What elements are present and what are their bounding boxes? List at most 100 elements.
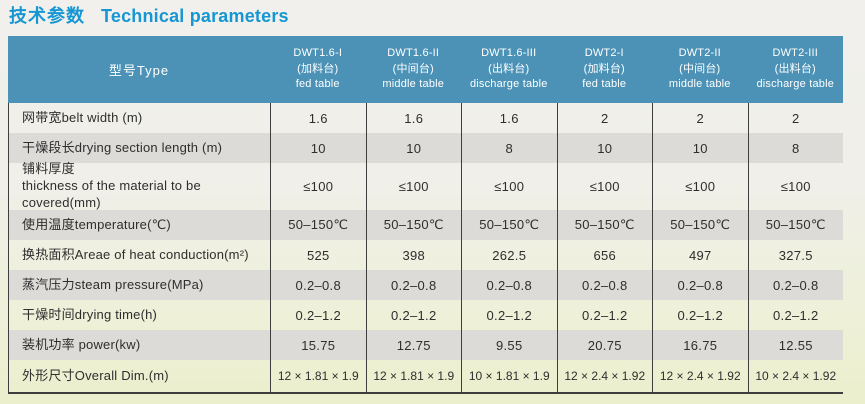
row-label: 干燥段长drying section length (m) <box>8 133 270 163</box>
column-header-dwt1-6-1: DWT1.6-I (加料台) fed table <box>270 36 366 103</box>
cell-value: 12 × 1.81 × 1.9 <box>270 360 366 392</box>
cell-value: 16.75 <box>652 330 748 360</box>
row-label: 换热面积Areae of heat conduction(m²) <box>8 240 270 270</box>
column-station-zh: (加料台) <box>583 62 625 75</box>
row-label: 干燥时间drying time(h) <box>8 300 270 330</box>
cell-value: 50–150℃ <box>747 210 844 240</box>
row-label: 铺料厚度 thickness of the material to be cov… <box>8 161 270 210</box>
column-station-zh: (中间台) <box>392 62 434 75</box>
cell-value: 1.6 <box>270 103 366 133</box>
cell-value: 15.75 <box>270 330 366 360</box>
cell-value: 10 × 2.4 × 1.92 <box>747 360 844 392</box>
cell-value: 12.55 <box>747 330 844 360</box>
table-row-drying-section-length: 干燥段长drying section length (m) 10 10 8 10… <box>8 133 843 163</box>
column-station-en: discharge table <box>469 78 548 91</box>
cell-value: 0.2–0.8 <box>747 270 844 300</box>
cell-value: 10 <box>270 133 366 163</box>
table-row-overall-dimensions: 外形尺寸Overall Dim.(m) 12 × 1.81 × 1.9 12 ×… <box>8 360 843 392</box>
cell-value: 0.2–1.2 <box>652 300 748 330</box>
page-title: 技术参数 Technical parameters <box>9 2 289 28</box>
table-body: 网带宽belt width (m) 1.6 1.6 1.6 2 2 2 干燥段长… <box>8 103 843 394</box>
cell-value: 497 <box>652 240 748 270</box>
column-model: DWT1.6-II <box>387 46 440 59</box>
table-row-heat-conduction-area: 换热面积Areae of heat conduction(m²) 525 398… <box>8 240 843 270</box>
cell-value: 10 <box>556 133 653 163</box>
cell-value: 0.2–0.8 <box>461 270 557 300</box>
column-model: DWT2-III <box>772 46 819 59</box>
column-model: DWT1.6-I <box>293 46 343 59</box>
cell-value: 12.75 <box>365 330 462 360</box>
cell-value: 12 × 1.81 × 1.9 <box>365 360 462 392</box>
table-row-drying-time: 干燥时间drying time(h) 0.2–1.2 0.2–1.2 0.2–1… <box>8 300 843 330</box>
page-title-zh: 技术参数 <box>9 6 85 26</box>
cell-value: 0.2–0.8 <box>652 270 748 300</box>
cell-value: 2 <box>556 103 653 133</box>
column-header-dwt1-6-3: DWT1.6-III (出料台) discharge table <box>461 36 557 103</box>
column-station-zh: (出料台) <box>488 62 530 75</box>
column-station-zh: (中间台) <box>679 62 721 75</box>
cell-value: 50–150℃ <box>461 210 557 240</box>
column-station-zh: (加料台) <box>297 62 339 75</box>
cell-value: 262.5 <box>461 240 557 270</box>
page-title-en: Technical parameters <box>101 6 289 26</box>
table-corner-label: 型号Type <box>108 63 170 78</box>
cell-value: ≤100 <box>270 163 366 210</box>
cell-value: 10 × 1.81 × 1.9 <box>461 360 557 392</box>
column-model: DWT1.6-III <box>481 46 537 59</box>
cell-value: 8 <box>461 133 557 163</box>
cell-value: 525 <box>270 240 366 270</box>
cell-value: 0.2–1.2 <box>556 300 653 330</box>
cell-value: 0.2–1.2 <box>365 300 462 330</box>
technical-parameters-table: 型号Type DWT1.6-I (加料台) fed table DWT1.6-I… <box>8 36 843 394</box>
cell-value: 1.6 <box>365 103 462 133</box>
cell-value: 327.5 <box>747 240 844 270</box>
cell-value: 1.6 <box>461 103 557 133</box>
column-header-dwt2-3: DWT2-III (出料台) discharge table <box>748 36 844 103</box>
cell-value: 0.2–1.2 <box>461 300 557 330</box>
cell-value: 2 <box>747 103 844 133</box>
row-label: 网带宽belt width (m) <box>8 103 270 133</box>
column-station-en: discharge table <box>756 78 835 91</box>
column-header-dwt2-1: DWT2-I (加料台) fed table <box>557 36 653 103</box>
cell-value: ≤100 <box>461 163 557 210</box>
column-model: DWT2-II <box>678 46 721 59</box>
cell-value: 8 <box>747 133 844 163</box>
cell-value: ≤100 <box>365 163 462 210</box>
cell-value: 656 <box>556 240 653 270</box>
cell-value: 50–150℃ <box>270 210 366 240</box>
table-row-material-thickness: 铺料厚度 thickness of the material to be cov… <box>8 161 844 210</box>
cell-value: 0.2–0.8 <box>556 270 653 300</box>
cell-value: 20.75 <box>556 330 653 360</box>
cell-value: 2 <box>652 103 748 133</box>
row-label: 使用温度temperature(℃) <box>8 210 270 240</box>
cell-value: 0.2–1.2 <box>270 300 366 330</box>
cell-value: ≤100 <box>747 163 844 210</box>
table-row-belt-width: 网带宽belt width (m) 1.6 1.6 1.6 2 2 2 <box>8 103 843 133</box>
table-row-steam-pressure: 蒸汽压力steam pressure(MPa) 0.2–0.8 0.2–0.8 … <box>8 270 843 300</box>
column-station-en: middle table <box>668 78 731 91</box>
column-station-en: fed table <box>295 78 340 91</box>
column-station-en: fed table <box>582 78 627 91</box>
table-row-installed-power: 装机功率 power(kw) 15.75 12.75 9.55 20.75 16… <box>8 330 843 360</box>
cell-value: 10 <box>652 133 748 163</box>
cell-value: 12 × 2.4 × 1.92 <box>556 360 653 392</box>
cell-value: 10 <box>365 133 462 163</box>
cell-value: 50–150℃ <box>556 210 653 240</box>
cell-value: ≤100 <box>556 163 653 210</box>
column-header-dwt2-2: DWT2-II (中间台) middle table <box>652 36 748 103</box>
column-station-en: middle table <box>382 78 445 91</box>
cell-value: 50–150℃ <box>652 210 748 240</box>
cell-value: 0.2–0.8 <box>270 270 366 300</box>
cell-value: 398 <box>365 240 462 270</box>
row-label: 装机功率 power(kw) <box>8 330 270 360</box>
cell-value: ≤100 <box>652 163 748 210</box>
cell-value: 50–150℃ <box>365 210 462 240</box>
cell-value: 12 × 2.4 × 1.92 <box>652 360 748 392</box>
column-model: DWT2-I <box>584 46 624 59</box>
table-header-row: 型号Type DWT1.6-I (加料台) fed table DWT1.6-I… <box>8 36 843 103</box>
cell-value: 0.2–0.8 <box>365 270 462 300</box>
column-station-zh: (出料台) <box>774 62 816 75</box>
table-row-temperature: 使用温度temperature(℃) 50–150℃ 50–150℃ 50–15… <box>8 210 843 240</box>
row-label: 外形尺寸Overall Dim.(m) <box>8 360 270 392</box>
column-header-dwt1-6-2: DWT1.6-II (中间台) middle table <box>366 36 462 103</box>
